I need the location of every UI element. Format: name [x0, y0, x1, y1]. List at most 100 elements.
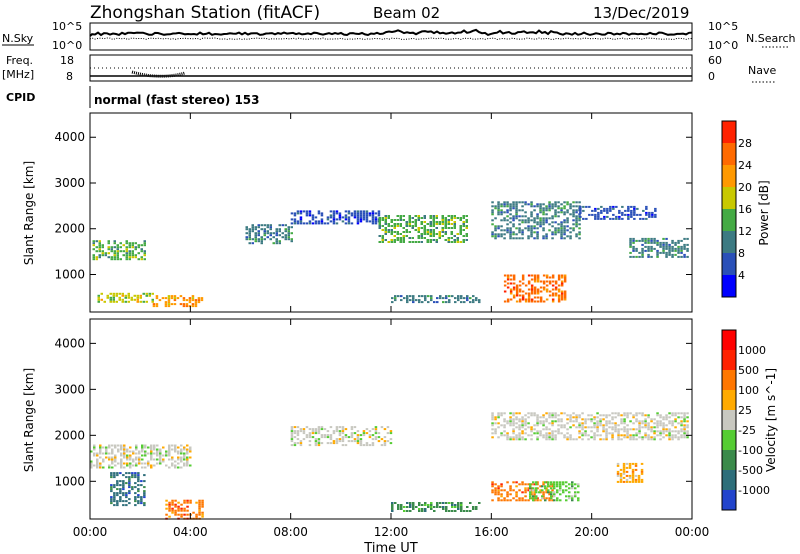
heatmap-cell: [668, 422, 671, 425]
heatmap-cell: [189, 450, 192, 453]
heatmap-cell: [135, 452, 138, 455]
heatmap-cell: [512, 278, 516, 281]
heatmap-cell: [683, 434, 686, 437]
heatmap-cell: [353, 210, 357, 213]
heatmap-cell: [578, 227, 581, 230]
heatmap-cell: [126, 464, 129, 467]
heatmap-cell: [397, 508, 400, 510]
heatmap-cell: [182, 297, 186, 300]
heatmap-cell: [171, 462, 174, 465]
heatmap-cell: [442, 297, 445, 300]
heatmap-cell: [566, 211, 569, 214]
heatmap-cell: [120, 454, 123, 457]
heatmap-cell: [491, 424, 494, 427]
heatmap-cell: [515, 493, 518, 496]
heatmap-cell: [111, 456, 114, 459]
heatmap-cell: [542, 211, 545, 214]
heatmap-cell: [113, 484, 116, 487]
heatmap-cell: [551, 485, 554, 488]
heatmap-cell: [563, 219, 566, 222]
heatmap-cell: [518, 426, 521, 429]
heatmap-cell: [683, 412, 686, 415]
heatmap-cell: [320, 214, 324, 217]
heatmap-cell: [542, 203, 545, 206]
heatmap-cell: [539, 298, 543, 301]
heatmap-cell: [290, 238, 293, 241]
heatmap-cell: [402, 219, 405, 221]
heatmap-cell: [527, 217, 530, 220]
heatmap-cell: [198, 501, 201, 504]
heatmap-cell: [469, 510, 472, 512]
heatmap-cell: [560, 225, 563, 228]
heatmap-cell: [120, 448, 123, 451]
heatmap-cell: [491, 422, 494, 425]
heatmap-cell: [290, 222, 294, 225]
heatmap-cell: [497, 209, 500, 212]
heatmap-cell: [656, 424, 659, 427]
heatmap-cell: [383, 442, 387, 445]
heatmap-cell: [551, 205, 554, 208]
heatmap-cell: [194, 301, 198, 304]
heatmap-cell: [177, 513, 180, 516]
heatmap-cell: [569, 420, 572, 423]
heatmap-cell: [368, 434, 372, 437]
heatmap-cell: [341, 216, 345, 219]
heatmap-cell: [462, 239, 465, 241]
heatmap-cell: [119, 500, 122, 503]
heatmap-cell: [411, 241, 414, 243]
heatmap-cell: [400, 504, 403, 506]
heatmap-cell: [630, 209, 633, 212]
heatmap-cell: [131, 486, 134, 489]
heatmap-cell: [631, 474, 635, 477]
heatmap-cell: [560, 209, 563, 212]
heatmap-cell: [171, 503, 174, 506]
heatmap-cell: [475, 506, 478, 508]
heatmap-cell: [548, 280, 552, 283]
heatmap-cell: [99, 462, 102, 465]
heatmap-cell: [384, 223, 387, 225]
heatmap-cell: [381, 237, 384, 239]
heatmap-cell: [677, 241, 680, 244]
heatmap-cell: [469, 301, 472, 304]
heatmap-cell: [518, 288, 522, 291]
heatmap-cell: [269, 238, 272, 241]
heatmap-cell: [134, 472, 137, 475]
heatmap-cell: [176, 297, 180, 300]
heatmap-cell: [575, 416, 578, 419]
heatmap-cell: [116, 256, 119, 259]
heatmap-cell: [430, 297, 433, 300]
heatmap-cell: [123, 446, 126, 449]
heatmap-cell: [626, 416, 629, 419]
heatmap-cell: [602, 428, 605, 431]
heatmap-cell: [618, 211, 621, 214]
heatmap-cell: [566, 438, 569, 441]
heatmap-cell: [180, 513, 183, 516]
heatmap-cell: [445, 506, 448, 508]
heatmap-cell: [147, 464, 150, 467]
heatmap-cell: [578, 219, 581, 222]
heatmap-cell: [494, 217, 497, 220]
heatmap-cell: [269, 234, 272, 237]
heatmap-cell: [128, 502, 131, 505]
heatmap-cell: [557, 428, 560, 431]
heatmap-cell: [521, 276, 525, 279]
heatmap-cell: [332, 222, 336, 225]
heatmap-cell: [254, 238, 257, 241]
heatmap-cell: [629, 245, 632, 248]
heatmap-cell: [686, 420, 689, 423]
heatmap-cell: [588, 205, 591, 208]
heatmap-cell: [521, 483, 524, 486]
heatmap-cell: [113, 486, 116, 489]
heatmap-cell: [140, 498, 143, 501]
heatmap-cell: [647, 414, 650, 417]
heatmap-cell: [609, 217, 612, 220]
heatmap-cell: [444, 221, 447, 223]
heatmap-cell: [124, 300, 127, 303]
heatmap-cell: [131, 246, 134, 249]
heatmap-cell: [572, 416, 575, 419]
heatmap-cell: [371, 438, 375, 441]
heatmap-cell: [93, 446, 96, 449]
heatmap-cell: [674, 414, 677, 417]
heatmap-cell: [674, 249, 677, 252]
heatmap-cell: [556, 481, 559, 484]
